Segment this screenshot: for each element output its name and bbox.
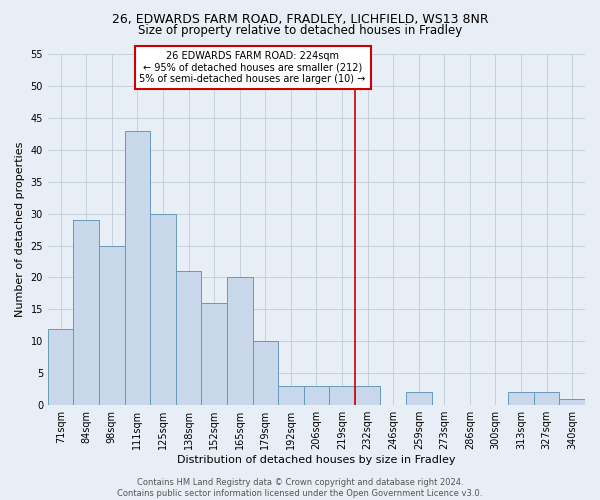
Text: 26, EDWARDS FARM ROAD, FRADLEY, LICHFIELD, WS13 8NR: 26, EDWARDS FARM ROAD, FRADLEY, LICHFIEL… bbox=[112, 12, 488, 26]
Text: 26 EDWARDS FARM ROAD: 224sqm
← 95% of detached houses are smaller (212)
5% of se: 26 EDWARDS FARM ROAD: 224sqm ← 95% of de… bbox=[139, 51, 365, 84]
Bar bbox=[99, 246, 125, 405]
Text: Contains HM Land Registry data © Crown copyright and database right 2024.
Contai: Contains HM Land Registry data © Crown c… bbox=[118, 478, 482, 498]
Bar bbox=[48, 328, 73, 405]
Bar bbox=[355, 386, 380, 405]
Bar bbox=[150, 214, 176, 405]
Bar bbox=[508, 392, 534, 405]
Bar bbox=[227, 278, 253, 405]
X-axis label: Distribution of detached houses by size in Fradley: Distribution of detached houses by size … bbox=[177, 455, 456, 465]
Bar bbox=[125, 130, 150, 405]
Bar bbox=[406, 392, 431, 405]
Y-axis label: Number of detached properties: Number of detached properties bbox=[15, 142, 25, 318]
Bar bbox=[278, 386, 304, 405]
Bar bbox=[176, 271, 202, 405]
Bar bbox=[73, 220, 99, 405]
Bar bbox=[534, 392, 559, 405]
Bar bbox=[304, 386, 329, 405]
Bar bbox=[202, 303, 227, 405]
Bar bbox=[559, 399, 585, 405]
Bar bbox=[329, 386, 355, 405]
Bar bbox=[253, 342, 278, 405]
Text: Size of property relative to detached houses in Fradley: Size of property relative to detached ho… bbox=[138, 24, 462, 37]
